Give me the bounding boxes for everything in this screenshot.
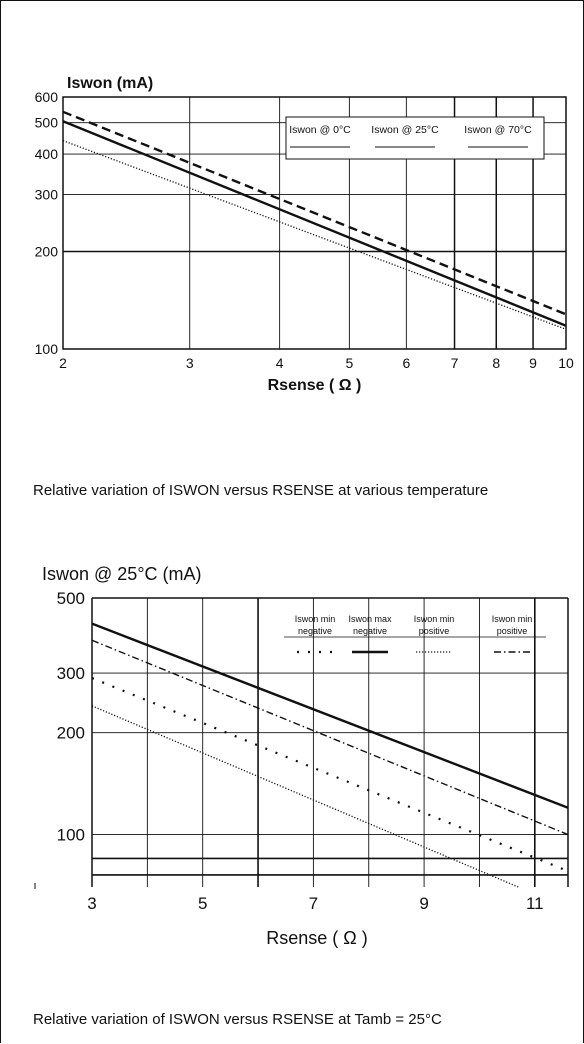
x-tick-label: 10 [558, 355, 574, 371]
y-axis-title: Iswon @ 25°C (mA) [42, 564, 202, 584]
x-tick-label: 5 [198, 894, 207, 913]
chart-temperature: 2 3 4 5 6 7 8 9 10 600 500 400 300 200 100 Iswon @ 0°C I… [35, 75, 574, 394]
x-tick-label: 7 [451, 355, 459, 371]
x-tick-label: 8 [492, 355, 500, 371]
x-tick-label: 3 [87, 894, 96, 913]
x-tick-label: 9 [529, 355, 537, 371]
legend-label: Iswon max [348, 614, 392, 624]
y-tick-label: 200 [35, 244, 59, 260]
legend-label: Iswon min [492, 614, 533, 624]
legend-box-1 [285, 116, 545, 160]
series-line [62, 120, 567, 327]
legend-label: Iswon min [414, 614, 455, 624]
legend-label: Iswon min [295, 614, 336, 624]
x-tick-label: 2 [59, 355, 67, 371]
x-tick-label: 5 [345, 355, 353, 371]
y-tick-label: 300 [35, 186, 59, 202]
y-tick-label: 600 [35, 89, 59, 105]
y-tick-label: 100 [57, 826, 85, 845]
chart-25c: 3 5 7 9 11 500 300 200 100 Iswon min negative Iswon… [34, 564, 569, 948]
legend-label: negative [298, 626, 332, 636]
x-tick-label: 7 [309, 894, 318, 913]
series-line [91, 639, 569, 836]
y-tick-label: 400 [35, 146, 59, 162]
x-axis-title: Rsense ( Ω ) [266, 928, 367, 948]
x-tick-label: 6 [402, 355, 410, 371]
caption-25c: Relative variation of ISWON versus RSENS… [33, 1011, 442, 1028]
x-tick-label: 4 [276, 355, 284, 371]
plot-area-1 [62, 96, 567, 350]
y-tick-label: 100 [35, 341, 59, 357]
y-tick-label: 500 [57, 589, 85, 608]
legend-label: Iswon @ 25°C [371, 124, 439, 136]
legend-label: positive [419, 626, 450, 636]
series-line [62, 140, 567, 330]
x-tick-label: 9 [419, 894, 428, 913]
x-tick-label: 11 [526, 894, 544, 913]
series-line [62, 110, 567, 316]
legend-label: positive [497, 626, 528, 636]
series-line [91, 622, 569, 809]
series-line [91, 705, 519, 888]
y-tick-label: 300 [57, 664, 85, 683]
legend-label: Iswon @ 70°C [464, 124, 532, 136]
legend-label: Iswon @ 0°C [289, 124, 351, 136]
series-line [91, 677, 569, 873]
caption-temperature: Relative variation of ISWON versus RSENS… [33, 482, 489, 499]
y-tick-label: 200 [57, 724, 85, 743]
y-axis-title: Iswon (mA) [67, 75, 153, 92]
y-tick-label: 500 [35, 115, 59, 131]
x-tick-label: 3 [186, 355, 194, 371]
legend-label: negative [353, 626, 387, 636]
x-axis-title: Rsense ( Ω ) [268, 377, 362, 394]
